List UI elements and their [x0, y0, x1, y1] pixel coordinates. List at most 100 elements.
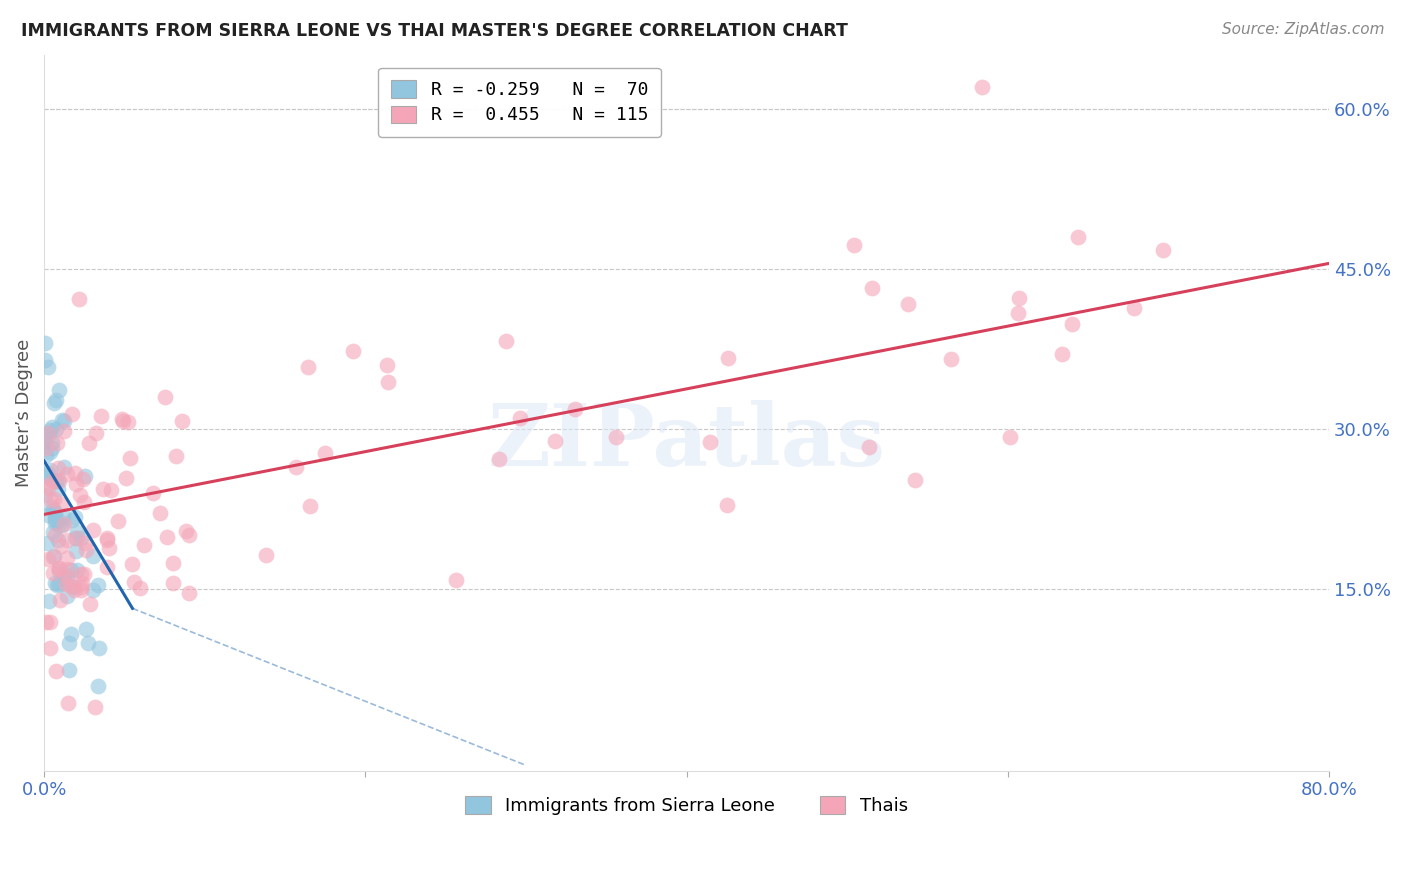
- Text: IMMIGRANTS FROM SIERRA LEONE VS THAI MASTER'S DEGREE CORRELATION CHART: IMMIGRANTS FROM SIERRA LEONE VS THAI MAS…: [21, 22, 848, 40]
- Point: [44, 511, 66, 525]
- Point: [37, 425, 59, 440]
- Point: [72, 575, 94, 590]
- Point: [716, 498, 738, 512]
- Point: [41, 441, 63, 455]
- Point: [174, 524, 197, 539]
- Point: [60, 407, 83, 421]
- Point: [52, 414, 75, 428]
- Point: [844, 238, 866, 252]
- Point: [66, 531, 89, 545]
- Point: [34, 352, 56, 367]
- Point: [44, 516, 66, 531]
- Point: [45, 578, 67, 592]
- Point: [51, 518, 73, 533]
- Point: [56, 570, 79, 584]
- Point: [79, 597, 101, 611]
- Point: [605, 430, 627, 444]
- Point: [48, 474, 70, 488]
- Point: [56, 573, 79, 587]
- Point: [153, 390, 176, 404]
- Point: [83, 699, 105, 714]
- Point: [42, 566, 65, 580]
- Point: [38, 445, 60, 459]
- Point: [970, 80, 993, 95]
- Point: [544, 434, 567, 449]
- Point: [70, 582, 93, 597]
- Point: [35, 449, 58, 463]
- Point: [42, 474, 65, 488]
- Point: [37, 359, 59, 374]
- Point: [35, 479, 58, 493]
- Point: [87, 679, 110, 693]
- Point: [314, 446, 336, 460]
- Point: [285, 460, 308, 475]
- Text: ZIPatlas: ZIPatlas: [488, 400, 886, 483]
- Point: [72, 472, 94, 486]
- Point: [70, 566, 93, 581]
- Point: [37, 551, 59, 566]
- Point: [939, 352, 962, 367]
- Point: [904, 473, 927, 487]
- Point: [44, 513, 66, 527]
- Point: [38, 594, 60, 608]
- Point: [162, 576, 184, 591]
- Point: [48, 383, 70, 397]
- Point: [45, 474, 67, 488]
- Point: [48, 473, 70, 487]
- Point: [73, 536, 96, 550]
- Point: [115, 471, 138, 485]
- Point: [1050, 347, 1073, 361]
- Point: [42, 550, 65, 565]
- Point: [298, 499, 321, 513]
- Point: [65, 544, 87, 558]
- Point: [52, 566, 75, 581]
- Point: [96, 533, 118, 548]
- Point: [48, 577, 70, 591]
- Point: [75, 542, 97, 557]
- Point: [35, 536, 58, 550]
- Point: [170, 414, 193, 428]
- Point: [77, 436, 100, 450]
- Point: [45, 422, 67, 436]
- Point: [77, 635, 100, 649]
- Point: [121, 557, 143, 571]
- Point: [60, 626, 83, 640]
- Y-axis label: Master’s Degree: Master’s Degree: [15, 339, 32, 487]
- Point: [375, 358, 398, 372]
- Point: [165, 450, 187, 464]
- Point: [111, 414, 134, 428]
- Point: [377, 375, 399, 389]
- Point: [82, 582, 104, 597]
- Point: [59, 563, 82, 577]
- Point: [56, 533, 79, 548]
- Point: [39, 640, 62, 655]
- Point: [509, 410, 531, 425]
- Point: [858, 440, 880, 454]
- Point: [1007, 306, 1029, 320]
- Point: [56, 589, 79, 603]
- Point: [48, 561, 70, 575]
- Point: [122, 575, 145, 590]
- Point: [179, 527, 201, 541]
- Point: [56, 696, 79, 710]
- Point: [48, 565, 70, 579]
- Point: [48, 562, 70, 576]
- Point: [1123, 301, 1146, 315]
- Point: [699, 435, 721, 450]
- Point: [149, 506, 172, 520]
- Point: [66, 525, 89, 540]
- Point: [444, 573, 467, 587]
- Point: [41, 419, 63, 434]
- Point: [44, 528, 66, 542]
- Point: [46, 435, 69, 450]
- Point: [52, 516, 75, 531]
- Point: [63, 580, 86, 594]
- Point: [46, 461, 69, 475]
- Point: [41, 493, 63, 508]
- Point: [45, 664, 67, 678]
- Point: [69, 488, 91, 502]
- Point: [55, 562, 77, 576]
- Point: [41, 434, 63, 449]
- Point: [35, 441, 58, 455]
- Point: [45, 392, 67, 407]
